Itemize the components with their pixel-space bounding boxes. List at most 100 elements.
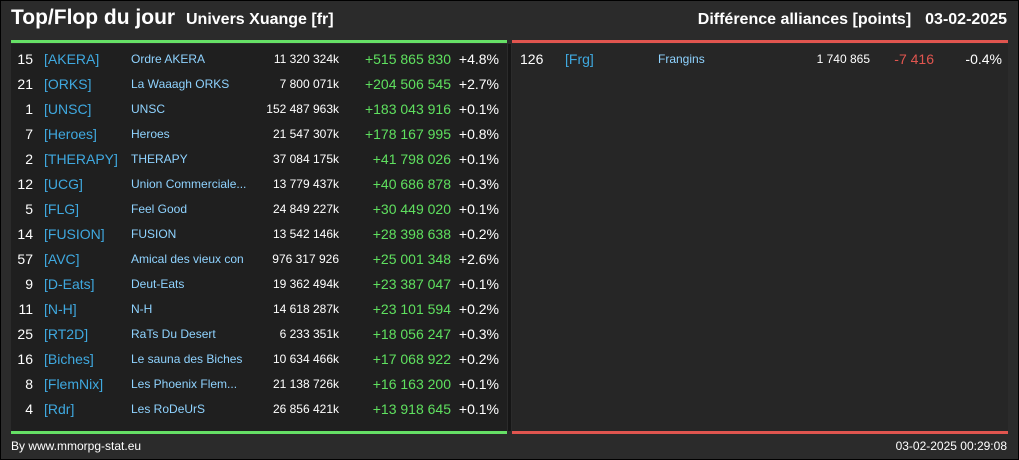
alliance-name[interactable]: RaTs Du Desert (131, 327, 216, 341)
alliance-pct: +0.2% (458, 351, 499, 367)
top-row: 15 [AKERA] Ordre AKERA 11 320 324k +515 865 … (11, 47, 507, 72)
alliance-diff: +23 387 047 (372, 276, 451, 292)
top-panel-border-bottom (11, 431, 507, 434)
alliance-points: 13 779 437k (272, 177, 339, 191)
top-row: 57 [AVC] Amical des vieux con 976 317 926 +2… (11, 247, 507, 272)
top-row: 16 [Biches] Le sauna des Biches 10 634 466k… (11, 347, 507, 372)
alliance-tag[interactable]: [FUSION] (44, 226, 105, 242)
alliance-rank: 25 (17, 326, 33, 342)
alliance-name[interactable]: Amical des vieux con (131, 252, 244, 266)
alliance-tag[interactable]: [Frg] (565, 51, 594, 67)
alliance-rank: 2 (25, 151, 33, 167)
alliance-rank: 126 (520, 51, 544, 67)
alliance-points: 11 320 324k (273, 52, 339, 66)
alliance-rank: 57 (17, 251, 33, 267)
alliance-diff: +25 001 348 (372, 251, 451, 267)
alliance-rank: 15 (17, 51, 33, 67)
alliance-pct: +0.2% (458, 226, 499, 242)
flop-panel-border-bottom (512, 431, 1008, 434)
alliance-tag[interactable]: [N-H] (44, 301, 77, 317)
alliance-tag[interactable]: [FlemNix] (44, 376, 104, 392)
top-row: 1 [UNSC] UNSC 152 487 963k +183 043 916 +0.1% (11, 97, 507, 122)
alliance-tag[interactable]: [AVC] (44, 251, 80, 267)
alliance-rank: 21 (17, 76, 33, 92)
alliance-tag[interactable]: [AKERA] (44, 51, 100, 67)
alliance-pct: +0.1% (458, 376, 499, 392)
alliance-name[interactable]: Les Phoenix Flem... (131, 377, 238, 391)
top-row: 9 [D-Eats] Deut-Eats 19 362 494k +23 387 047… (11, 272, 507, 297)
alliance-name[interactable]: Heroes (131, 127, 170, 141)
top-row: 7 [Heroes] Heroes 21 547 307k +178 167 995 +0… (11, 122, 507, 147)
alliance-name[interactable]: Feel Good (131, 202, 188, 216)
alliance-tag[interactable]: [D-Eats] (44, 276, 95, 292)
alliance-name[interactable]: Les RoDeUrS (131, 402, 206, 416)
alliance-tag[interactable]: [Biches] (44, 351, 94, 367)
alliance-pct: +0.1% (458, 276, 499, 292)
alliance-name[interactable]: THERAPY (131, 152, 188, 166)
alliance-diff: -7 416 (894, 51, 934, 67)
alliance-tag[interactable]: [UCG] (44, 176, 83, 192)
alliance-tag[interactable]: [UNSC] (44, 101, 92, 117)
flop-row: 126 [Frg] Frangins 1 740 865 -7 416 -0.4% (512, 47, 1008, 72)
alliance-rank: 16 (17, 351, 33, 367)
top-row: 14 [FUSION] FUSION 13 542 146k +28 398 638 +0… (11, 222, 507, 247)
alliance-rank: 1 (25, 101, 33, 117)
alliance-tag[interactable]: [THERAPY] (44, 151, 118, 167)
alliance-pct: +0.1% (458, 401, 499, 417)
alliance-diff: +41 798 026 (372, 151, 451, 167)
top-row: 25 [RT2D] RaTs Du Desert 6 233 351k +18 056 … (11, 322, 507, 347)
top-row: 21 [ORKS] La Waaagh ORKS 7 800 071k +204 506… (11, 72, 507, 97)
alliance-points: 19 362 494k (272, 277, 339, 291)
top-row: 2 [THERAPY] THERAPY 37 084 175k +41 798 026 +… (11, 147, 507, 172)
alliance-pct: +2.6% (458, 251, 499, 267)
alliance-pct: +0.8% (458, 126, 499, 142)
footer-timestamp: 03-02-2025 00:29:08 (895, 439, 1007, 453)
alliance-points: 13 542 146k (272, 227, 339, 241)
alliance-tag[interactable]: [ORKS] (44, 76, 92, 92)
alliance-points: 26 856 421k (272, 402, 339, 416)
top-row: 11 [N-H] N-H 14 618 287k +23 101 594 +0.2% (11, 297, 507, 322)
header-date: 03-02-2025 (925, 11, 1007, 28)
alliance-tag[interactable]: [RT2D] (44, 326, 89, 342)
alliance-diff: +204 506 545 (364, 76, 451, 92)
alliance-name[interactable]: Deut-Eats (131, 277, 185, 291)
alliance-tag[interactable]: [Heroes] (44, 126, 97, 142)
alliance-diff: +23 101 594 (372, 301, 451, 317)
top-row: 12 [UCG] Union Commerciale... 13 779 437k +4… (11, 172, 507, 197)
alliance-diff: +16 163 200 (372, 376, 451, 392)
header: Top/Flop du jour Univers Xuange [fr] Dif… (0, 0, 1019, 40)
top-row: 8 [FlemNix] Les Phoenix Flem... 21 138 726k… (11, 372, 507, 397)
alliance-rank: 5 (25, 201, 33, 217)
alliance-name[interactable]: N-H (131, 302, 153, 316)
alliance-name[interactable]: La Waaagh ORKS (131, 77, 230, 91)
alliance-diff: +178 167 995 (364, 126, 451, 142)
alliance-pct: +0.3% (458, 176, 499, 192)
header-right: Différence alliances [points] 03-02-2025 (698, 11, 1007, 29)
page-title: Top/Flop du jour (11, 6, 176, 29)
alliance-rank: 9 (25, 276, 33, 292)
alliance-diff: +17 068 922 (372, 351, 451, 367)
alliance-points: 21 138 726k (272, 377, 339, 391)
alliance-rank: 11 (18, 301, 33, 317)
alliance-diff: +30 449 020 (372, 201, 451, 217)
alliance-rank: 8 (25, 376, 33, 392)
alliance-name[interactable]: Frangins (658, 52, 705, 66)
top-gainers-panel: 15 [AKERA] Ordre AKERA 11 320 324k +515 865 … (11, 44, 507, 431)
top-row: 5 [FLG] Feel Good 24 849 227k +30 449 020 +0.… (11, 197, 507, 222)
alliance-diff: +28 398 638 (372, 226, 451, 242)
alliance-name[interactable]: Ordre AKERA (131, 52, 206, 66)
metric-label: Différence alliances [points] (697, 11, 912, 28)
alliance-tag[interactable]: [FLG] (44, 201, 80, 217)
alliance-name[interactable]: Union Commerciale... (131, 177, 247, 191)
alliance-tag[interactable]: [Rdr] (44, 401, 75, 417)
alliance-points: 21 547 307k (272, 127, 339, 141)
alliance-points: 152 487 963k (266, 102, 339, 116)
top-panel-border-top (11, 40, 507, 43)
panel-divider (508, 44, 511, 431)
alliance-name[interactable]: UNSC (131, 102, 166, 116)
alliance-pct: +2.7% (458, 76, 499, 92)
alliance-name[interactable]: Le sauna des Biches (131, 352, 243, 366)
alliance-diff: +13 918 645 (372, 401, 451, 417)
alliance-name[interactable]: FUSION (131, 227, 177, 241)
alliance-diff: +515 865 830 (364, 51, 451, 67)
